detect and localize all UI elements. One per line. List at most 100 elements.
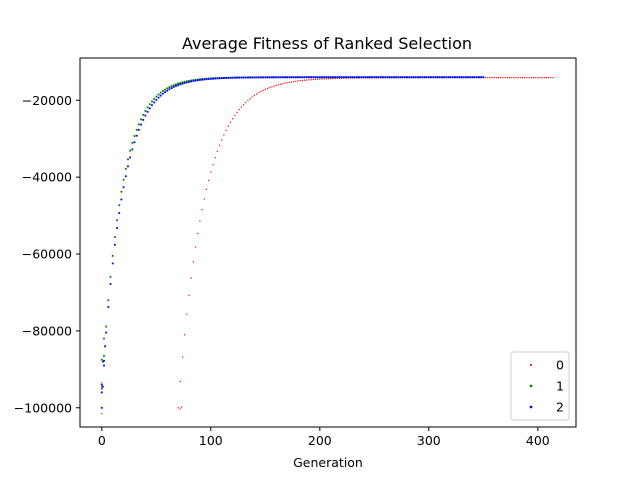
data-point <box>203 78 206 81</box>
chart-title: Average Fitness of Ranked Selection <box>182 34 472 53</box>
y-tick-label: −80000 <box>22 323 72 338</box>
data-point <box>197 232 199 235</box>
data-point <box>135 134 138 137</box>
data-point <box>168 88 171 91</box>
data-point <box>421 76 424 79</box>
data-point <box>334 77 336 80</box>
data-point <box>107 306 110 308</box>
data-point <box>264 88 266 90</box>
data-point <box>151 104 153 107</box>
data-point <box>216 77 219 80</box>
data-point <box>351 76 354 79</box>
data-point <box>395 76 398 79</box>
data-point <box>105 331 108 334</box>
data-point <box>155 95 158 98</box>
data-point <box>528 77 530 79</box>
data-point <box>340 76 343 79</box>
data-point <box>247 99 249 102</box>
data-point <box>362 76 365 79</box>
data-point <box>245 101 247 104</box>
data-point <box>208 179 210 182</box>
data-point <box>500 77 502 79</box>
data-point <box>427 76 430 79</box>
data-point <box>236 111 238 113</box>
data-point <box>364 76 367 79</box>
data-point <box>519 77 521 79</box>
data-point <box>190 79 193 82</box>
data-point <box>170 87 173 89</box>
data-point <box>180 406 182 408</box>
data-point <box>312 78 314 81</box>
data-point <box>113 236 116 238</box>
data-point <box>253 76 256 79</box>
data-point <box>225 77 227 79</box>
data-point <box>111 254 114 257</box>
data-point <box>148 103 151 106</box>
data-point <box>124 175 127 178</box>
data-point <box>506 77 508 79</box>
data-point <box>133 141 136 144</box>
data-point <box>251 76 254 79</box>
series-2 <box>100 76 485 409</box>
data-point <box>140 123 142 126</box>
data-point <box>101 360 104 363</box>
legend-label-0: 0 <box>556 358 564 373</box>
data-point <box>451 76 454 79</box>
data-point <box>227 77 230 79</box>
data-point <box>151 100 153 103</box>
data-point <box>172 84 175 87</box>
data-point <box>550 77 552 79</box>
data-point <box>290 81 293 83</box>
data-point <box>111 262 114 265</box>
data-point <box>358 76 360 79</box>
data-point <box>545 77 548 79</box>
data-point <box>179 82 182 84</box>
data-point <box>258 92 260 94</box>
data-point <box>260 90 262 93</box>
data-point <box>434 76 437 79</box>
data-point <box>159 91 162 94</box>
data-point <box>209 77 212 80</box>
data-point <box>142 114 145 116</box>
data-point <box>345 76 347 79</box>
data-point <box>454 76 456 79</box>
data-point <box>273 76 275 79</box>
data-point <box>104 345 106 348</box>
data-point <box>382 76 384 79</box>
data-point <box>342 76 345 79</box>
data-point <box>185 80 188 83</box>
data-point <box>282 83 284 85</box>
data-point <box>218 144 221 146</box>
data-point <box>511 77 513 79</box>
data-point <box>264 76 267 79</box>
data-point <box>118 212 121 214</box>
data-point <box>478 76 480 79</box>
data-point <box>332 76 334 79</box>
data-point <box>144 110 147 112</box>
data-point <box>432 76 435 79</box>
y-axis: −100000 −80000 −60000 −40000 −20000 <box>14 93 80 415</box>
data-point <box>447 76 450 79</box>
data-point <box>179 83 182 86</box>
plot-frame <box>79 57 577 428</box>
data-point <box>205 78 208 81</box>
data-point <box>284 82 286 84</box>
data-point <box>155 99 158 101</box>
legend-marker-2 <box>529 405 533 409</box>
data-point <box>271 86 273 88</box>
data-point <box>445 76 448 79</box>
data-point <box>329 76 332 79</box>
data-point <box>225 129 227 131</box>
data-point <box>482 76 485 79</box>
data-point <box>338 77 341 79</box>
data-point <box>181 356 184 358</box>
x-axis: 0 100 200 300 400 <box>98 427 550 448</box>
data-point <box>251 96 253 98</box>
data-point <box>244 76 247 79</box>
data-point <box>122 178 125 181</box>
data-point <box>109 275 112 278</box>
data-point <box>236 76 238 79</box>
data-point <box>543 77 545 79</box>
data-point <box>164 88 166 91</box>
data-point <box>417 76 419 79</box>
